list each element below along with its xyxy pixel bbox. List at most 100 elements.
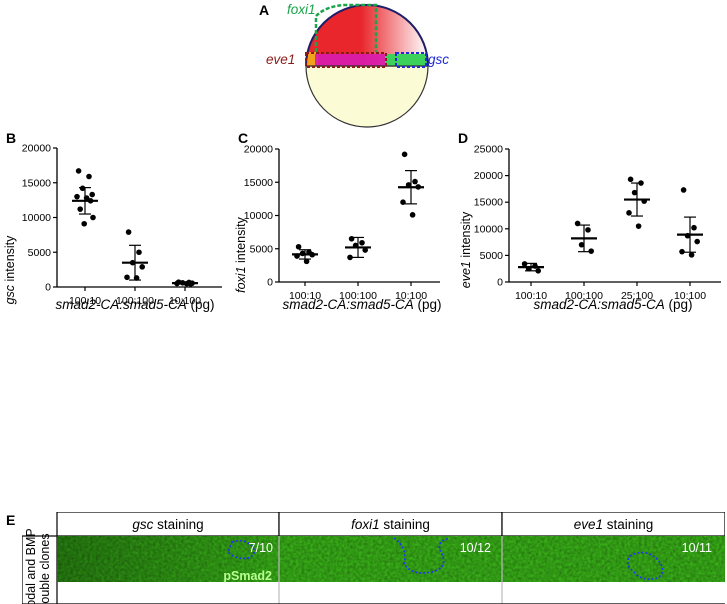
y-tick-label: 20000: [244, 144, 273, 156]
x-axis-title: smad2-CA:smad5-CA (pg): [282, 297, 441, 312]
data-point: [124, 274, 130, 281]
y-tick-label: 20000: [474, 170, 503, 182]
data-point: [694, 238, 700, 245]
data-point: [81, 220, 87, 227]
y-tick-label: 20000: [22, 143, 51, 155]
data-point: [86, 173, 92, 180]
svg-text:smad2-CA:smad5-CA (pg): smad2-CA:smad5-CA (pg): [282, 297, 441, 312]
foxi1-outline: [314, 3, 378, 52]
chart-b-gsc-intensity: gsc intensity smad2-CA:smad5-CA (pg) 0 50…: [3, 143, 222, 312]
x-tick-label: 10:100: [395, 290, 427, 302]
data-point: [627, 176, 634, 183]
clone-outline: [227, 539, 256, 560]
data-point: [521, 261, 528, 267]
y-tick-label: 0: [267, 277, 273, 289]
panel-label-a: A: [259, 2, 270, 18]
panel-label-c: C: [238, 130, 249, 146]
embryo-schematic: foxi1 eve1 gsc: [266, 2, 449, 128]
data-point: [139, 264, 145, 270]
data-point: [400, 199, 406, 205]
data-point: [535, 268, 541, 274]
y-tick-label: 10000: [474, 223, 503, 235]
y-axis-title: gsc intensity: [3, 235, 17, 305]
plot-area: 0 5000 10000 15000 20000 100:10 100:100 10:100: [22, 143, 222, 307]
data-point: [412, 178, 418, 185]
yolk: [305, 65, 429, 128]
plot-area: 0 5000 10000 15000 20000 100:10 100:100 10:100: [244, 144, 440, 302]
eve1-outline: [305, 52, 387, 68]
data-point: [631, 189, 638, 196]
cell-texture: [57, 536, 279, 582]
data-point: [347, 254, 353, 261]
y-tick-label: 10000: [22, 212, 51, 224]
eve1-label: eve1: [266, 52, 295, 67]
gsc-label: gsc: [428, 52, 449, 67]
x-tick-label: 100:100: [339, 290, 377, 302]
column-header: gsc staining: [132, 517, 203, 532]
x-tick-label: 100:10: [69, 295, 101, 307]
data-point: [348, 235, 355, 242]
data-point: [588, 248, 594, 254]
data-point: [409, 212, 416, 218]
panel-label-d: D: [458, 130, 469, 146]
y-axis-title: foxi1 intensity: [234, 216, 248, 292]
data-point: [679, 248, 685, 255]
panel-label-e: E: [6, 512, 16, 528]
margin-green-strip: [385, 54, 428, 66]
data-point: [89, 191, 95, 198]
x-tick-label: 10:100: [674, 290, 706, 302]
chart-d-eve1-intensity: eve1 intensity smad2-CA:smad5-CA (pg) 0 5…: [459, 144, 721, 312]
clone-count: 10/11: [682, 541, 712, 555]
x-tick-label: 100:10: [289, 290, 321, 302]
data-point: [77, 206, 83, 212]
data-point: [401, 151, 408, 158]
x-tick-label: 100:100: [116, 295, 154, 307]
data-point: [359, 239, 365, 246]
x-axis-title: smad2-CA:smad5-CA (pg): [55, 297, 214, 312]
data-point: [125, 229, 132, 235]
gsc-outline: [395, 52, 427, 68]
data-point: [303, 258, 310, 265]
y-tick-label: 15000: [474, 197, 503, 209]
y-tick-label: 0: [497, 277, 503, 289]
svg-text:gsc intensity: gsc intensity: [3, 235, 17, 305]
data-point: [585, 227, 591, 233]
y-tick-label: 10000: [244, 210, 273, 222]
plot-area: 0 5000 10000 15000 20000 25000 100:10 100:100 25…: [474, 144, 721, 302]
data-point: [362, 247, 368, 253]
y-tick-label: 25000: [474, 144, 503, 156]
y-tick-label: 5000: [480, 250, 504, 262]
row-label-line2: double clones: [38, 533, 52, 604]
y-tick-label: 15000: [244, 177, 273, 189]
clone-count: 7/10: [249, 541, 273, 555]
column-header-cell: [56, 512, 280, 537]
data-point: [626, 210, 632, 216]
cell-texture: [502, 536, 725, 582]
data-point: [136, 249, 142, 256]
data-point: [680, 187, 687, 193]
y-tick-label: 5000: [250, 243, 274, 255]
panel-label-b: B: [6, 130, 17, 146]
svg-text:foxi1 intensity: foxi1 intensity: [234, 216, 248, 292]
x-tick-label: 100:10: [515, 290, 547, 302]
data-point: [79, 185, 86, 192]
data-point: [688, 252, 695, 258]
svg-text:eve1 intensity: eve1 intensity: [459, 211, 473, 288]
cell-texture: [279, 536, 502, 582]
data-point: [74, 193, 80, 200]
data-point: [578, 241, 585, 248]
x-axis-title: smad2-CA:smad5-CA (pg): [533, 297, 692, 312]
clone-outline: [393, 537, 451, 574]
data-point: [691, 224, 697, 231]
x-tick-label: 10:100: [169, 295, 201, 307]
y-tick-label: 15000: [22, 177, 51, 189]
clone-count: 10/12: [460, 541, 491, 555]
data-point: [295, 243, 302, 250]
chart-c-foxi1-intensity: foxi1 intensity smad2-CA:smad5-CA (pg) 0…: [234, 144, 442, 313]
x-tick-label: 25:100: [621, 290, 653, 302]
svg-text:smad2-CA:smad5-CA (pg): smad2-CA:smad5-CA (pg): [55, 297, 214, 312]
svg-text:smad2-CA:smad5-CA (pg): smad2-CA:smad5-CA (pg): [533, 297, 692, 312]
column-header: foxi1 staining: [351, 517, 430, 532]
data-point: [75, 168, 82, 174]
y-tick-label: 0: [45, 282, 51, 294]
